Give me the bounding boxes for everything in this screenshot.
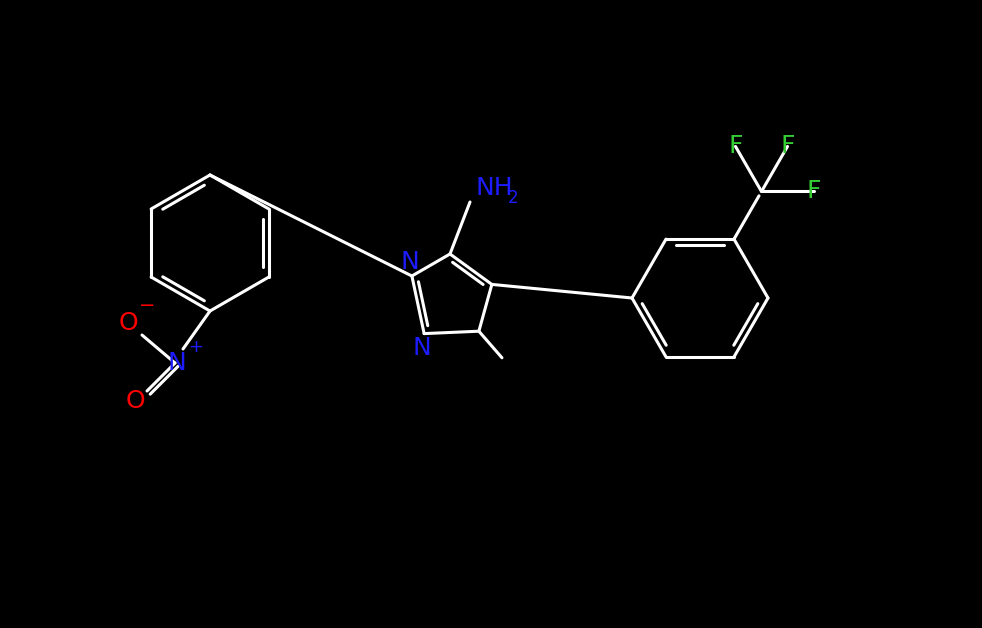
Text: F: F: [729, 134, 742, 158]
Text: 2: 2: [508, 189, 518, 207]
Text: F: F: [781, 134, 794, 158]
Text: +: +: [189, 338, 203, 356]
Text: −: −: [138, 296, 155, 315]
Text: O: O: [125, 389, 144, 413]
Text: N: N: [412, 335, 431, 360]
Text: N: N: [168, 351, 187, 375]
Text: F: F: [806, 180, 821, 203]
Text: O: O: [118, 311, 137, 335]
Text: NH: NH: [475, 176, 513, 200]
Text: N: N: [401, 250, 419, 274]
